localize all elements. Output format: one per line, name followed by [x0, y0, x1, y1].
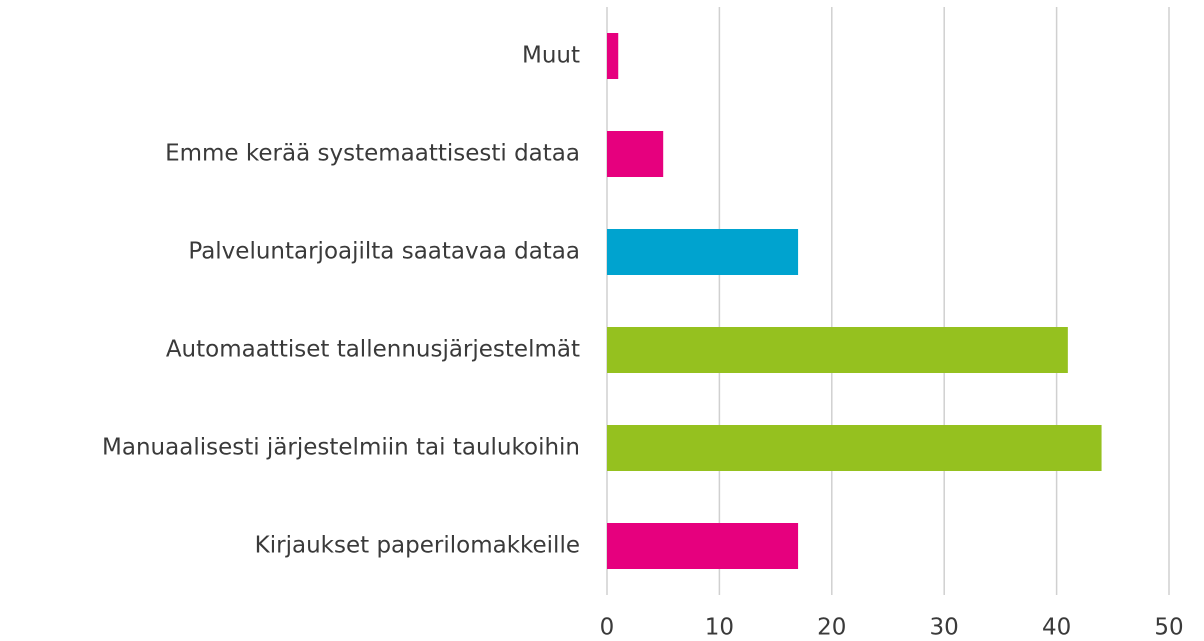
bar — [607, 131, 664, 177]
x-tick-label: 40 — [1042, 615, 1071, 641]
y-tick-label: Muut — [522, 43, 580, 69]
y-tick-label: Kirjaukset paperilomakkeille — [255, 533, 580, 559]
y-tick-label: Manuaalisesti järjestelmiin tai taulukoi… — [102, 435, 580, 461]
bar — [607, 327, 1068, 373]
bar — [607, 33, 619, 79]
y-tick-label: Automaattiset tallennusjärjestelmät — [166, 337, 580, 363]
x-tick-label: 0 — [600, 615, 615, 641]
bar — [607, 425, 1102, 471]
x-tick-label: 50 — [1154, 615, 1183, 641]
y-tick-label: Palveluntarjoajilta saatavaa dataa — [188, 239, 580, 265]
x-tick-label: 10 — [705, 615, 734, 641]
bar — [607, 523, 799, 569]
x-tick-label: 20 — [817, 615, 846, 641]
bar — [607, 229, 799, 275]
y-tick-label: Emme kerää systemaattisesti dataa — [165, 141, 580, 167]
x-tick-label: 30 — [930, 615, 959, 641]
